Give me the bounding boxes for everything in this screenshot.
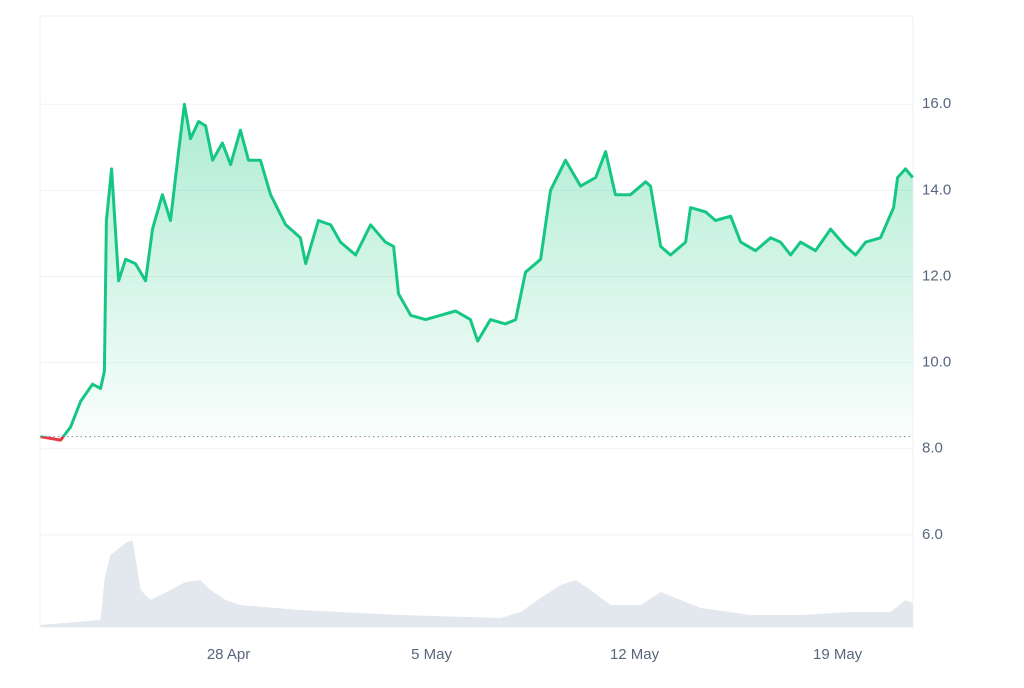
- x-tick-label: 28 Apr: [207, 646, 250, 663]
- y-tick-label: 10.0: [922, 354, 951, 371]
- y-tick-label: 14.0: [922, 181, 951, 198]
- y-tick-label: 16.0: [922, 95, 951, 112]
- y-tick-label: 12.0: [922, 267, 951, 284]
- price-area: [40, 104, 913, 437]
- y-tick-label: 8.0: [922, 440, 943, 457]
- volume-area: [40, 540, 913, 627]
- x-tick-label: 19 May: [813, 646, 863, 663]
- price-line: [40, 102, 914, 437]
- y-tick-label: 6.0: [922, 526, 943, 543]
- x-tick-label: 12 May: [610, 646, 660, 663]
- x-tick-label: 5 May: [411, 646, 452, 663]
